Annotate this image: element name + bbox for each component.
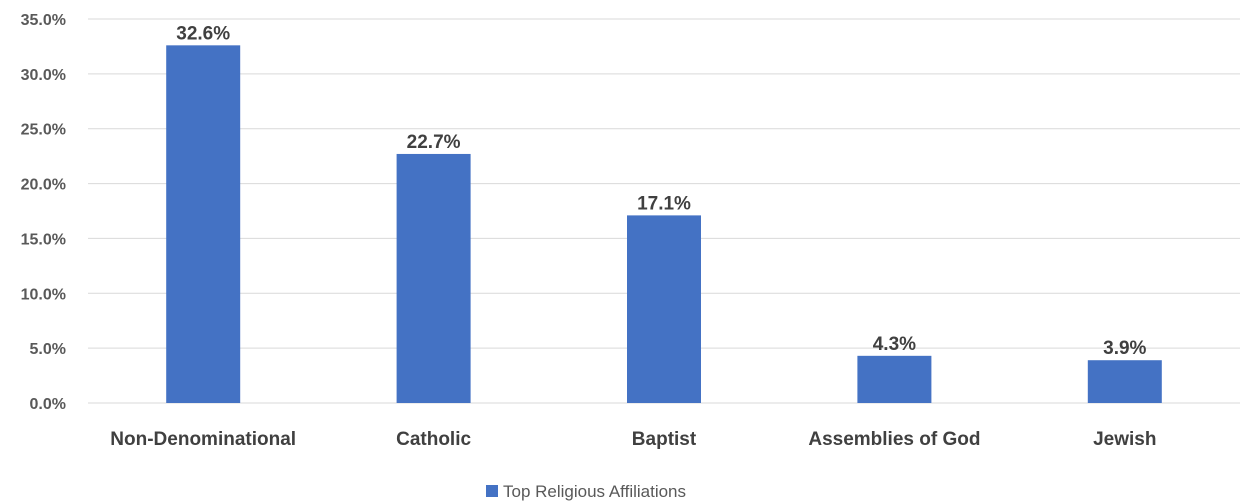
y-tick-label: 20.0%	[21, 177, 66, 194]
bar	[1087, 360, 1162, 403]
category-label: Assemblies of God	[808, 429, 980, 450]
data-label: 32.6%	[176, 23, 230, 44]
y-tick-label: 15.0%	[21, 231, 66, 248]
bar	[857, 355, 932, 403]
y-tick-label: 0.0%	[30, 396, 66, 413]
data-label: 22.7%	[407, 132, 461, 153]
y-tick-label: 10.0%	[21, 286, 66, 303]
bar	[627, 215, 701, 403]
y-axis-tick-labels: 0.0% 5.0% 10.0% 15.0% 20.0% 25.0% 30.0% 35.0%	[21, 12, 66, 413]
category-label: Baptist	[632, 429, 697, 450]
legend-label: Top Religious Affiliations	[503, 482, 686, 501]
category-label: Jewish	[1093, 429, 1156, 450]
y-tick-label: 5.0%	[30, 341, 66, 358]
y-tick-label: 30.0%	[21, 67, 66, 84]
bar	[396, 153, 471, 403]
legend: Top Religious Affiliations	[486, 482, 686, 501]
category-label: Non-Denominational	[110, 429, 296, 450]
category-label: Catholic	[396, 429, 471, 450]
data-label: 4.3%	[873, 334, 916, 355]
bar	[166, 45, 241, 404]
data-labels: 32.6% 22.7% 17.1% 4.3% 3.9%	[176, 23, 1146, 359]
bars	[166, 45, 1162, 404]
y-tick-label: 25.0%	[21, 122, 66, 139]
data-label: 17.1%	[637, 193, 691, 214]
x-axis-category-labels: Non-Denominational Catholic Baptist Assembl…	[110, 429, 1156, 450]
y-tick-label: 35.0%	[21, 12, 66, 29]
data-label: 3.9%	[1103, 338, 1146, 359]
legend-swatch	[486, 485, 498, 497]
